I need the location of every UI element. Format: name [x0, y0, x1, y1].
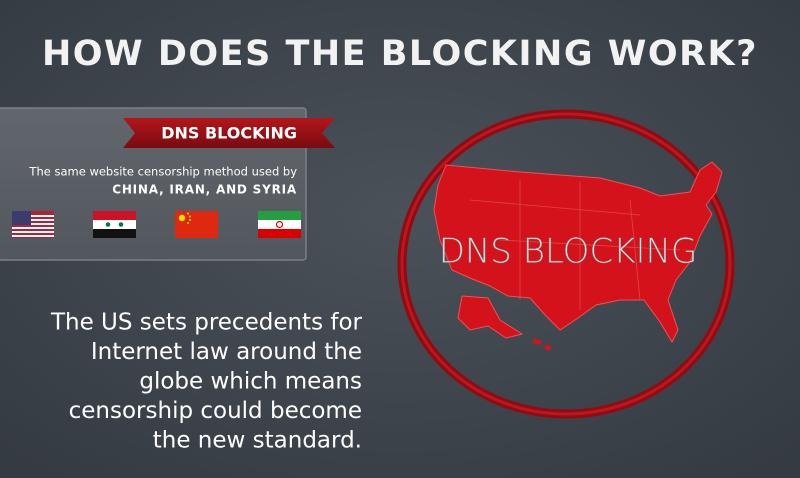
panel-countries: CHINA, IRAN, AND SYRIA — [112, 183, 297, 197]
flag-syria — [93, 211, 136, 238]
body-line: Internet law around the — [91, 339, 362, 365]
body-line: the new standard. — [153, 428, 362, 454]
map-ring-highlight — [400, 112, 732, 416]
body-line: The US sets precedents for — [50, 310, 363, 336]
us-hawaii — [533, 338, 552, 351]
ribbon — [123, 118, 335, 148]
title: HOW DOES THE BLOCKING WORK? — [42, 34, 758, 74]
state-lines — [469, 180, 681, 310]
flag-iran — [258, 211, 301, 238]
flag-china — [175, 211, 218, 238]
us-mainland — [433, 161, 723, 344]
flag-us — [12, 211, 54, 238]
us-alaska — [457, 295, 524, 339]
body-line: globe which means — [139, 369, 362, 395]
map-label: DNS BLOCKING — [439, 232, 698, 272]
panel-heading: DNS BLOCKING — [161, 124, 297, 143]
panel-text: The same website censorship method used … — [28, 165, 297, 179]
body-text: The US sets precedents for Internet law a… — [50, 310, 363, 454]
body-line: censorship could become — [69, 398, 362, 424]
